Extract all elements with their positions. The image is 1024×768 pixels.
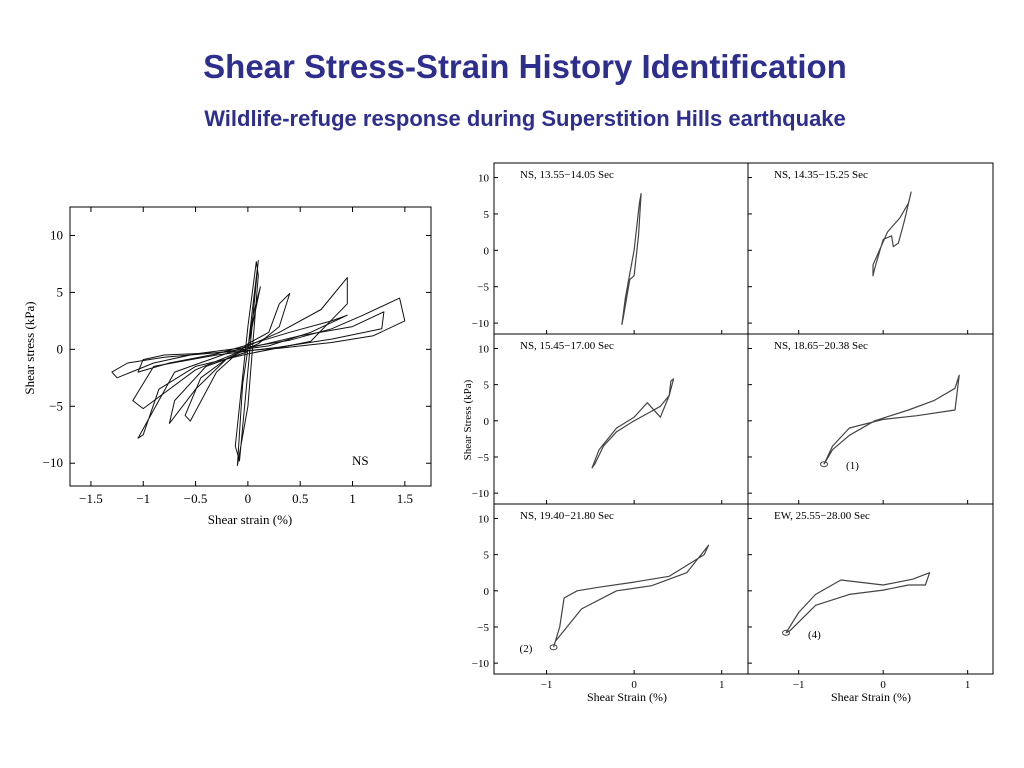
main-loop-series-6 <box>137 314 348 373</box>
main-y-tick-label: 5 <box>57 284 64 299</box>
panel-1-title: NS, 13.55−14.05 Sec <box>520 169 614 181</box>
main-loop-series-7 <box>168 351 249 424</box>
panel-y-tick-label: 10 <box>478 513 490 525</box>
panel-2-title: NS, 14.35−15.25 Sec <box>774 169 868 181</box>
slide-title: Shear Stress-Strain History Identificati… <box>203 48 847 85</box>
panel-4-start-marker <box>820 461 829 468</box>
main-plot-frame <box>69 206 432 487</box>
panel-3-loop-series <box>591 378 675 469</box>
panel-x-tick-label: 0 <box>631 679 637 691</box>
panel-4-title: NS, 18.65−20.38 Sec <box>774 340 868 352</box>
panel-6-title: EW, 25.55−28.00 Sec <box>774 510 870 522</box>
panels-x-axis-label-right: Shear Strain (%) <box>831 690 911 704</box>
panel-y-tick-label: 0 <box>484 416 490 428</box>
panel-y-tick-label: −5 <box>477 282 489 294</box>
panel-x-tick-label: 1 <box>719 679 725 691</box>
main-x-tick-label: −1.5 <box>79 491 103 506</box>
panel-6-start-marker <box>782 629 791 636</box>
panel-y-tick-label: 5 <box>484 209 490 221</box>
panel-3-title: NS, 15.45−17.00 Sec <box>520 340 614 352</box>
main-x-axis-label: Shear strain (%) <box>208 512 292 527</box>
panel-x-tick-label: −1 <box>541 679 553 691</box>
panel-y-tick-label: 10 <box>478 343 490 355</box>
six-panel-hysteresis-chart: (1)(2)(4) NS, 13.55−14.05 Sec1050−5−10NS… <box>462 162 994 704</box>
panel-y-tick-label: 5 <box>484 380 490 392</box>
panel-y-tick-label: −10 <box>472 488 490 500</box>
panels-x-axis-label-left: Shear Strain (%) <box>587 690 667 704</box>
main-x-tick-label: 0.5 <box>292 491 308 506</box>
slide-subtitle: Wildlife-refuge response during Supersti… <box>204 106 846 131</box>
main-loop-series-1 <box>234 260 261 466</box>
panel-y-tick-label: 0 <box>484 245 490 257</box>
panel-y-tick-label: −5 <box>477 452 489 464</box>
panel-5-start-marker <box>549 644 558 651</box>
panel-1-loop-series <box>621 192 642 326</box>
panel-5-annotation: (2) <box>520 643 533 655</box>
panel-2-loop-series <box>872 191 912 277</box>
panel-y-tick-label: −10 <box>472 658 490 670</box>
panels-y-axis-label: Shear Stress (kPa) <box>462 379 474 460</box>
panel-6-loop-series <box>785 572 931 634</box>
main-y-axis-label: Shear stress (kPa) <box>22 301 37 394</box>
main-loop-series-3 <box>111 297 406 379</box>
panel-6-annotation: (4) <box>808 629 821 641</box>
panel-x-tick-label: 0 <box>880 679 886 691</box>
panel-x-tick-label: −1 <box>793 679 805 691</box>
main-x-tick-label: 1 <box>349 491 356 506</box>
panel-5-loop-series <box>553 544 710 648</box>
panel-5-title: NS, 19.40−21.80 Sec <box>520 510 614 522</box>
main-annotation-ns: NS <box>352 453 369 468</box>
panels-outer-frame <box>493 162 994 675</box>
main-x-tick-label: 1.5 <box>397 491 413 506</box>
main-y-tick-label: 0 <box>57 341 64 356</box>
main-y-tick-label: 10 <box>50 227 63 242</box>
panel-y-tick-label: −5 <box>477 622 489 634</box>
main-hysteresis-chart: −1.5 −1 −0.5 0 0.5 1 1.5 10 5 0 −5 −10 NS Shear str… <box>22 206 432 527</box>
panel-x-tick-label: 1 <box>965 679 971 691</box>
main-y-tick-label: −10 <box>43 455 63 470</box>
main-loop-series-2 <box>137 277 348 439</box>
main-loop-series-4 <box>132 311 385 410</box>
panel-y-tick-label: 0 <box>484 586 490 598</box>
main-x-tick-label: 0 <box>245 491 252 506</box>
main-x-tick-label: −0.5 <box>184 491 208 506</box>
panel-y-tick-label: 5 <box>484 550 490 562</box>
main-x-tick-label: −1 <box>136 491 150 506</box>
panel-4-loop-series <box>823 374 960 465</box>
main-loop-series-5 <box>184 293 291 422</box>
panel-y-tick-label: −10 <box>472 318 490 330</box>
panel-4-annotation: (1) <box>846 460 859 472</box>
panel-y-tick-label: 10 <box>478 173 490 185</box>
main-y-tick-label: −5 <box>49 398 63 413</box>
